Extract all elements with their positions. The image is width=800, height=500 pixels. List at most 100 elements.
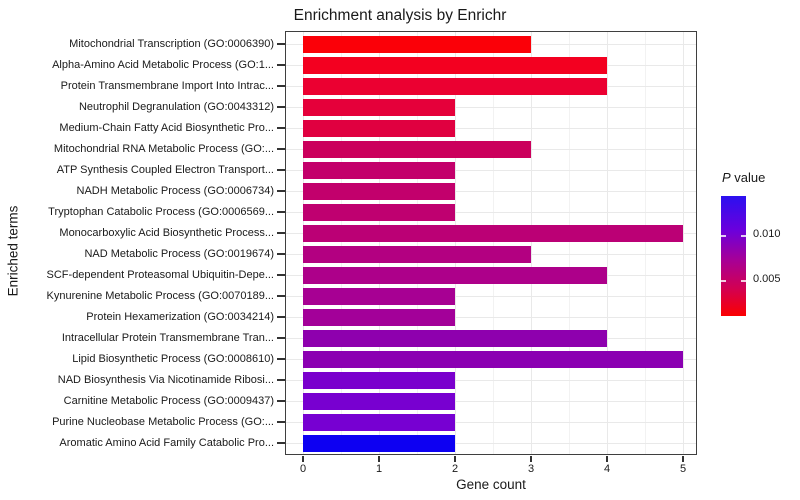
- y-tick-mark: [277, 253, 285, 255]
- x-tick-mark: [530, 455, 532, 462]
- y-axis-label: Mitochondrial Transcription (GO:0006390): [69, 38, 274, 50]
- category-gridline: [285, 380, 697, 381]
- category-gridline: [285, 443, 697, 444]
- category-gridline: [285, 212, 697, 213]
- legend-tick-mark: [721, 280, 726, 282]
- minor-gridline: [645, 31, 646, 455]
- y-axis-label: Purine Nucleobase Metabolic Process (GO:…: [52, 416, 274, 428]
- major-gridline: [683, 31, 684, 455]
- y-axis-label: Alpha-Amino Acid Metabolic Process (GO:1…: [52, 59, 274, 71]
- x-tick-mark: [606, 455, 608, 462]
- y-tick-mark: [277, 190, 285, 192]
- legend-title-p: P: [722, 170, 731, 185]
- x-tick-mark: [454, 455, 456, 462]
- y-axis-label: NAD Metabolic Process (GO:0019674): [84, 248, 274, 260]
- bar: [303, 35, 531, 53]
- y-tick-mark: [277, 106, 285, 108]
- minor-gridline: [493, 31, 494, 455]
- panel-border: [285, 31, 697, 455]
- y-tick-mark: [277, 127, 285, 129]
- y-tick-mark: [277, 400, 285, 402]
- y-axis-label: Neutrophil Degranulation (GO:0043312): [78, 101, 274, 113]
- chart-title: Enrichment analysis by Enrichr: [293, 7, 507, 24]
- y-axis-label: Protein Transmembrane Import Into Intrac…: [60, 80, 274, 92]
- plot-panel: [285, 31, 697, 455]
- bar: [303, 329, 607, 347]
- category-gridline: [285, 107, 697, 108]
- x-tick-mark: [302, 455, 304, 462]
- y-tick-mark: [277, 169, 285, 171]
- x-axis-title: Gene count: [456, 477, 526, 492]
- major-gridline: [607, 31, 608, 455]
- y-axis-label: Aromatic Amino Acid Family Catabolic Pro…: [59, 437, 274, 449]
- y-axis-label: Carnitine Metabolic Process (GO:0009437): [63, 395, 274, 407]
- x-tick-label: 5: [679, 463, 687, 475]
- major-gridline: [531, 31, 532, 455]
- minor-gridline: [417, 31, 418, 455]
- category-gridline: [285, 296, 697, 297]
- bar: [303, 140, 531, 158]
- y-tick-mark: [277, 148, 285, 150]
- y-tick-mark: [277, 421, 285, 423]
- bar: [303, 413, 455, 431]
- y-tick-mark: [277, 295, 285, 297]
- bar: [303, 392, 455, 410]
- y-axis-label: SCF-dependent Proteasomal Ubiquitin-Depe…: [46, 269, 274, 281]
- x-tick-label: 4: [603, 463, 611, 475]
- bar: [303, 308, 455, 326]
- legend-title-text: value: [734, 170, 766, 185]
- y-tick-mark: [277, 274, 285, 276]
- x-tick-label: 2: [451, 463, 459, 475]
- x-tick-label: 3: [527, 463, 535, 475]
- bar: [303, 266, 607, 284]
- bar: [303, 77, 607, 95]
- y-axis-label: NAD Biosynthesis Via Nicotinamide Ribosi…: [57, 374, 274, 386]
- x-tick-mark: [682, 455, 684, 462]
- y-tick-mark: [277, 232, 285, 234]
- category-gridline: [285, 422, 697, 423]
- category-gridline: [285, 317, 697, 318]
- legend-gradient-bar: [721, 196, 746, 316]
- bar: [303, 119, 455, 137]
- x-tick-mark: [378, 455, 380, 462]
- y-axis-label: Tryptophan Catabolic Process (GO:0006569…: [48, 206, 274, 218]
- category-gridline: [285, 191, 697, 192]
- y-tick-mark: [277, 85, 285, 87]
- x-tick-label: 0: [299, 463, 307, 475]
- y-tick-mark: [277, 211, 285, 213]
- bar: [303, 56, 607, 74]
- y-tick-mark: [277, 43, 285, 45]
- legend-tick-mark: [741, 280, 746, 282]
- minor-gridline: [569, 31, 570, 455]
- y-tick-mark: [277, 442, 285, 444]
- bar: [303, 182, 455, 200]
- y-tick-mark: [277, 316, 285, 318]
- category-gridline: [285, 401, 697, 402]
- y-axis-label: Medium-Chain Fatty Acid Biosynthetic Pro…: [59, 122, 274, 134]
- y-axis-label: Mitochondrial RNA Metabolic Process (GO:…: [53, 143, 274, 155]
- bar: [303, 350, 683, 368]
- legend-tick-label: 0.005: [753, 273, 781, 285]
- bar: [303, 434, 455, 452]
- legend-tick-mark: [721, 235, 726, 237]
- x-tick-label: 1: [375, 463, 383, 475]
- major-gridline: [455, 31, 456, 455]
- y-axis-label: ATP Synthesis Coupled Electron Transport…: [56, 164, 274, 176]
- bar: [303, 287, 455, 305]
- bar: [303, 224, 683, 242]
- y-tick-mark: [277, 379, 285, 381]
- bar: [303, 203, 455, 221]
- minor-gridline: [341, 31, 342, 455]
- legend-tick-label: 0.010: [753, 228, 781, 240]
- major-gridline: [303, 31, 304, 455]
- legend-title: P value: [722, 170, 765, 185]
- y-axis-label: Lipid Biosynthetic Process (GO:0008610): [72, 353, 274, 365]
- category-gridline: [285, 170, 697, 171]
- bar: [303, 371, 455, 389]
- legend: P value 0.010 0.005: [710, 170, 800, 340]
- legend-tick-mark: [741, 235, 746, 237]
- y-axis-label: Intracellular Protein Transmembrane Tran…: [61, 332, 274, 344]
- y-tick-mark: [277, 337, 285, 339]
- y-tick-mark: [277, 358, 285, 360]
